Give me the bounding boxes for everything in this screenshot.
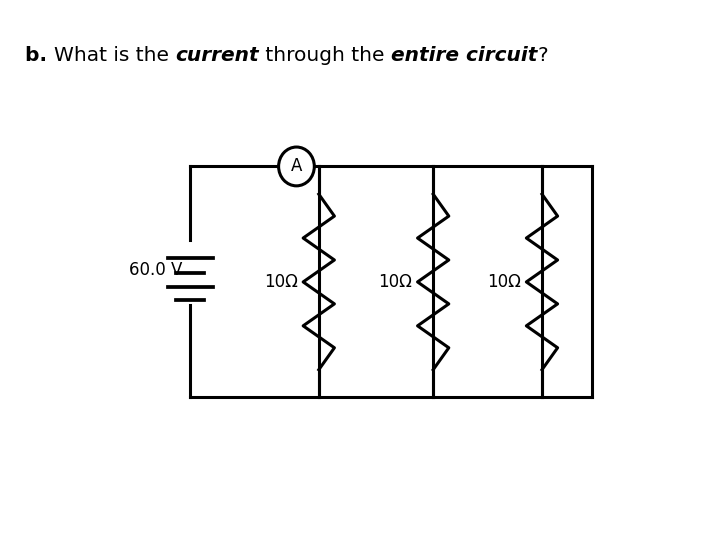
Text: 10Ω: 10Ω	[264, 273, 297, 291]
Text: current: current	[176, 46, 259, 65]
Text: 60.0 V: 60.0 V	[129, 261, 182, 279]
Text: 10Ω: 10Ω	[378, 273, 412, 291]
Text: entire circuit: entire circuit	[391, 46, 537, 65]
Text: A: A	[291, 158, 302, 176]
Text: ?: ?	[537, 46, 548, 65]
Text: through the: through the	[259, 46, 391, 65]
Text: b.: b.	[25, 46, 54, 65]
Text: What is the: What is the	[54, 46, 176, 65]
Ellipse shape	[279, 147, 315, 186]
Text: 10Ω: 10Ω	[487, 273, 521, 291]
